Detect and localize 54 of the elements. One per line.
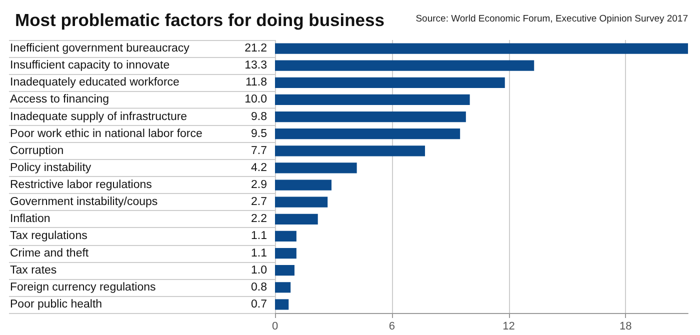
bar: [275, 162, 357, 174]
x-tick-label: 12: [502, 320, 515, 332]
y-tick-label: Tax regulations: [10, 230, 88, 242]
y-tick-label: Foreign currency regulations: [10, 281, 156, 294]
x-tick-label: 6: [388, 320, 395, 332]
y-tick-label: Inflation: [10, 213, 50, 226]
bar: [275, 282, 291, 293]
y-tick-label: Inadequately educated workforce: [10, 76, 180, 89]
data-label: 2.2: [251, 213, 267, 226]
bar: [275, 180, 332, 190]
bar: [275, 128, 460, 140]
data-label: 10.0: [244, 94, 267, 106]
bar: [275, 60, 534, 71]
data-label: 2.9: [251, 179, 267, 192]
y-tick-label: Policy instability: [10, 162, 92, 174]
y-tick-label: Tax rates: [10, 264, 57, 276]
bar: [275, 94, 470, 106]
y-tick-label: Crime and theft: [10, 247, 90, 260]
data-label: 1.1: [251, 247, 267, 260]
bar: [275, 146, 426, 156]
data-label: 0.8: [251, 281, 267, 294]
bar: [275, 77, 505, 88]
bar: [275, 299, 289, 310]
x-tick-label: 18: [620, 320, 632, 332]
source-note: Source: World Economic Forum, Executive Opinion Survey 2017: [416, 14, 688, 24]
y-tick-label: Poor work ethic in national labor force: [10, 128, 202, 140]
bar: [275, 43, 688, 54]
data-label: 11.8: [245, 76, 267, 89]
y-tick-label: Inefficient government bureaucracy: [10, 42, 190, 55]
data-label: 9.5: [251, 128, 267, 140]
y-tick-label: Access to financing: [10, 94, 110, 106]
bar: [275, 265, 294, 276]
bar: [275, 111, 466, 122]
data-label: 13.3: [244, 60, 267, 72]
data-label: 1.1: [251, 230, 267, 242]
data-label: 4.2: [251, 162, 267, 174]
y-tick-label: Inadequate supply of infrastructure: [10, 110, 188, 123]
y-tick-label: Insufficient capacity to innovate: [10, 60, 170, 72]
y-tick-label: Poor public health: [10, 298, 102, 310]
data-label: 7.7: [251, 144, 267, 157]
data-label: 2.7: [251, 196, 267, 208]
x-tick-label: 0: [272, 320, 278, 332]
bar: [275, 196, 328, 208]
data-label: 21.2: [244, 42, 267, 55]
data-label: 9.8: [251, 110, 267, 123]
bar: [275, 214, 318, 224]
y-tick-label: Restrictive labor regulations: [10, 179, 152, 192]
data-label: 1.0: [251, 264, 267, 276]
bar: [275, 248, 296, 259]
data-label: 0.7: [251, 298, 267, 310]
chart-title: Most problematic factors for doing business: [15, 10, 385, 30]
y-tick-label: Government instability/coups: [10, 196, 158, 208]
y-tick-label: Corruption: [10, 144, 64, 157]
bar: [275, 230, 296, 242]
